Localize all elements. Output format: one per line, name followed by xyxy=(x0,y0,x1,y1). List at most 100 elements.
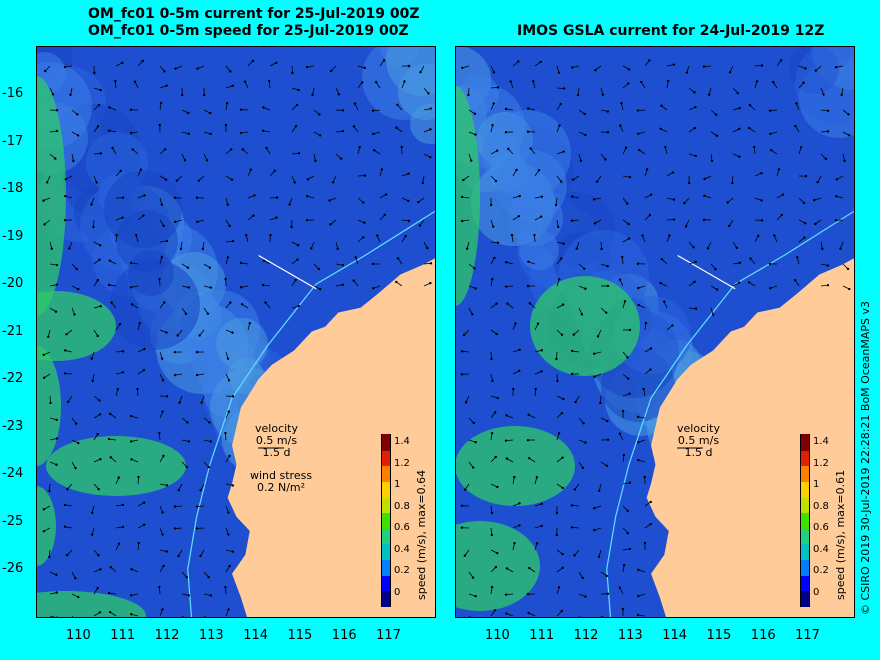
arrow-head xyxy=(175,179,179,182)
arrow-head xyxy=(99,457,102,461)
colorbar-segment xyxy=(381,559,391,576)
arrow-head xyxy=(489,203,493,207)
arrow-head xyxy=(821,247,824,251)
arrow-head xyxy=(173,373,177,377)
arrow-head xyxy=(526,107,530,110)
arrow-head xyxy=(382,59,386,62)
y-tick-label: -25 xyxy=(2,513,24,529)
transect-line xyxy=(677,254,736,290)
arrow-head xyxy=(715,134,719,137)
arrow-head xyxy=(224,277,227,281)
colorbar-tick-label: 0.6 xyxy=(394,522,410,533)
arrow-head xyxy=(137,475,140,479)
arrow-head xyxy=(769,132,772,136)
arrow-head xyxy=(318,113,321,116)
arrow-head xyxy=(294,125,298,128)
arrow-head xyxy=(55,463,58,466)
arrow-head xyxy=(199,554,202,558)
arrow-head xyxy=(843,159,846,163)
arrow-head xyxy=(562,150,565,153)
arrow-head xyxy=(184,312,188,315)
arrow-head xyxy=(160,256,164,259)
arrow-head xyxy=(769,287,772,290)
arrow-head xyxy=(504,285,508,288)
arrow-head xyxy=(160,203,164,206)
arrow-head xyxy=(747,281,751,284)
arrow-head xyxy=(562,87,566,90)
arrow-head xyxy=(109,565,113,569)
arrow-head xyxy=(561,566,564,570)
arrow-head xyxy=(107,129,111,132)
arrow-head xyxy=(598,489,601,492)
arrow-head xyxy=(474,595,477,598)
arrow-head xyxy=(597,555,601,558)
colorbar-segment xyxy=(800,527,810,545)
arrow-head xyxy=(527,456,531,460)
arrow-head xyxy=(760,64,764,67)
arrow-head xyxy=(227,511,230,514)
arrow-head xyxy=(491,379,494,383)
arrow-head xyxy=(834,219,838,222)
arrow-head xyxy=(726,201,729,204)
arrow-head xyxy=(195,350,199,354)
colorbar-tick-label: 0 xyxy=(813,586,820,598)
arrow-head xyxy=(336,247,339,250)
arrow-head xyxy=(606,284,610,288)
arrow-head xyxy=(518,502,521,505)
arrow-head xyxy=(50,247,54,250)
arrow-head xyxy=(173,505,177,508)
colorbar-segment xyxy=(381,543,391,561)
arrow-head xyxy=(130,613,133,616)
arrow-head xyxy=(768,262,772,266)
x-tick-label: 115 xyxy=(287,628,313,643)
colorbar-segment xyxy=(381,527,391,545)
arrow-head xyxy=(533,233,536,237)
arrow-head xyxy=(173,350,177,354)
arrow-head xyxy=(628,547,632,551)
arrow-head xyxy=(748,103,752,107)
arrow-head xyxy=(460,219,464,223)
arrow-head xyxy=(98,399,101,402)
arrow-head xyxy=(694,260,697,264)
current-band xyxy=(36,346,61,466)
arrow-head xyxy=(92,225,95,229)
arrow-head xyxy=(187,132,190,136)
arrow-head xyxy=(606,110,610,113)
x-tick-label: 112 xyxy=(573,628,599,643)
arrow-head xyxy=(715,288,719,291)
arrow-head xyxy=(328,199,331,202)
right-colorbar-label: speed (m/s), max=0.61 xyxy=(834,469,847,600)
arrow-head xyxy=(329,223,332,226)
arrow-head xyxy=(77,441,80,445)
x-tick-label: 117 xyxy=(376,628,401,643)
arrow-head xyxy=(604,158,607,161)
colorbar-tick-label: 0.4 xyxy=(394,543,410,555)
arrow-head xyxy=(575,247,578,250)
arrow-head xyxy=(206,312,210,315)
arrow-head xyxy=(648,213,652,217)
arrow-head xyxy=(228,224,231,228)
arrow-head xyxy=(515,168,518,172)
arrow-head xyxy=(518,524,521,527)
arrow-head xyxy=(230,178,234,181)
colorbar-tick-label: 1.4 xyxy=(394,436,410,447)
arrow-head xyxy=(64,178,68,181)
arrow-head xyxy=(463,554,467,557)
arrow-head xyxy=(173,527,177,530)
left-wind-scale: 0.2 N/m² xyxy=(257,481,306,494)
arrow-head xyxy=(253,194,256,197)
arrow-head xyxy=(559,180,563,183)
arrow-head xyxy=(293,181,296,184)
y-tick-label: -18 xyxy=(2,181,24,196)
colorbar-segment xyxy=(800,559,810,576)
arrow-head xyxy=(42,353,45,357)
arrow-head xyxy=(108,610,112,614)
arrow-head xyxy=(780,213,783,217)
arrow-head xyxy=(802,201,806,205)
arrow-head xyxy=(512,387,515,391)
colorbar-segment xyxy=(381,574,391,592)
arrow-head xyxy=(91,379,94,383)
x-tick-label: 111 xyxy=(529,628,555,643)
arrow-head xyxy=(490,357,493,361)
shelf-contour xyxy=(606,209,855,618)
